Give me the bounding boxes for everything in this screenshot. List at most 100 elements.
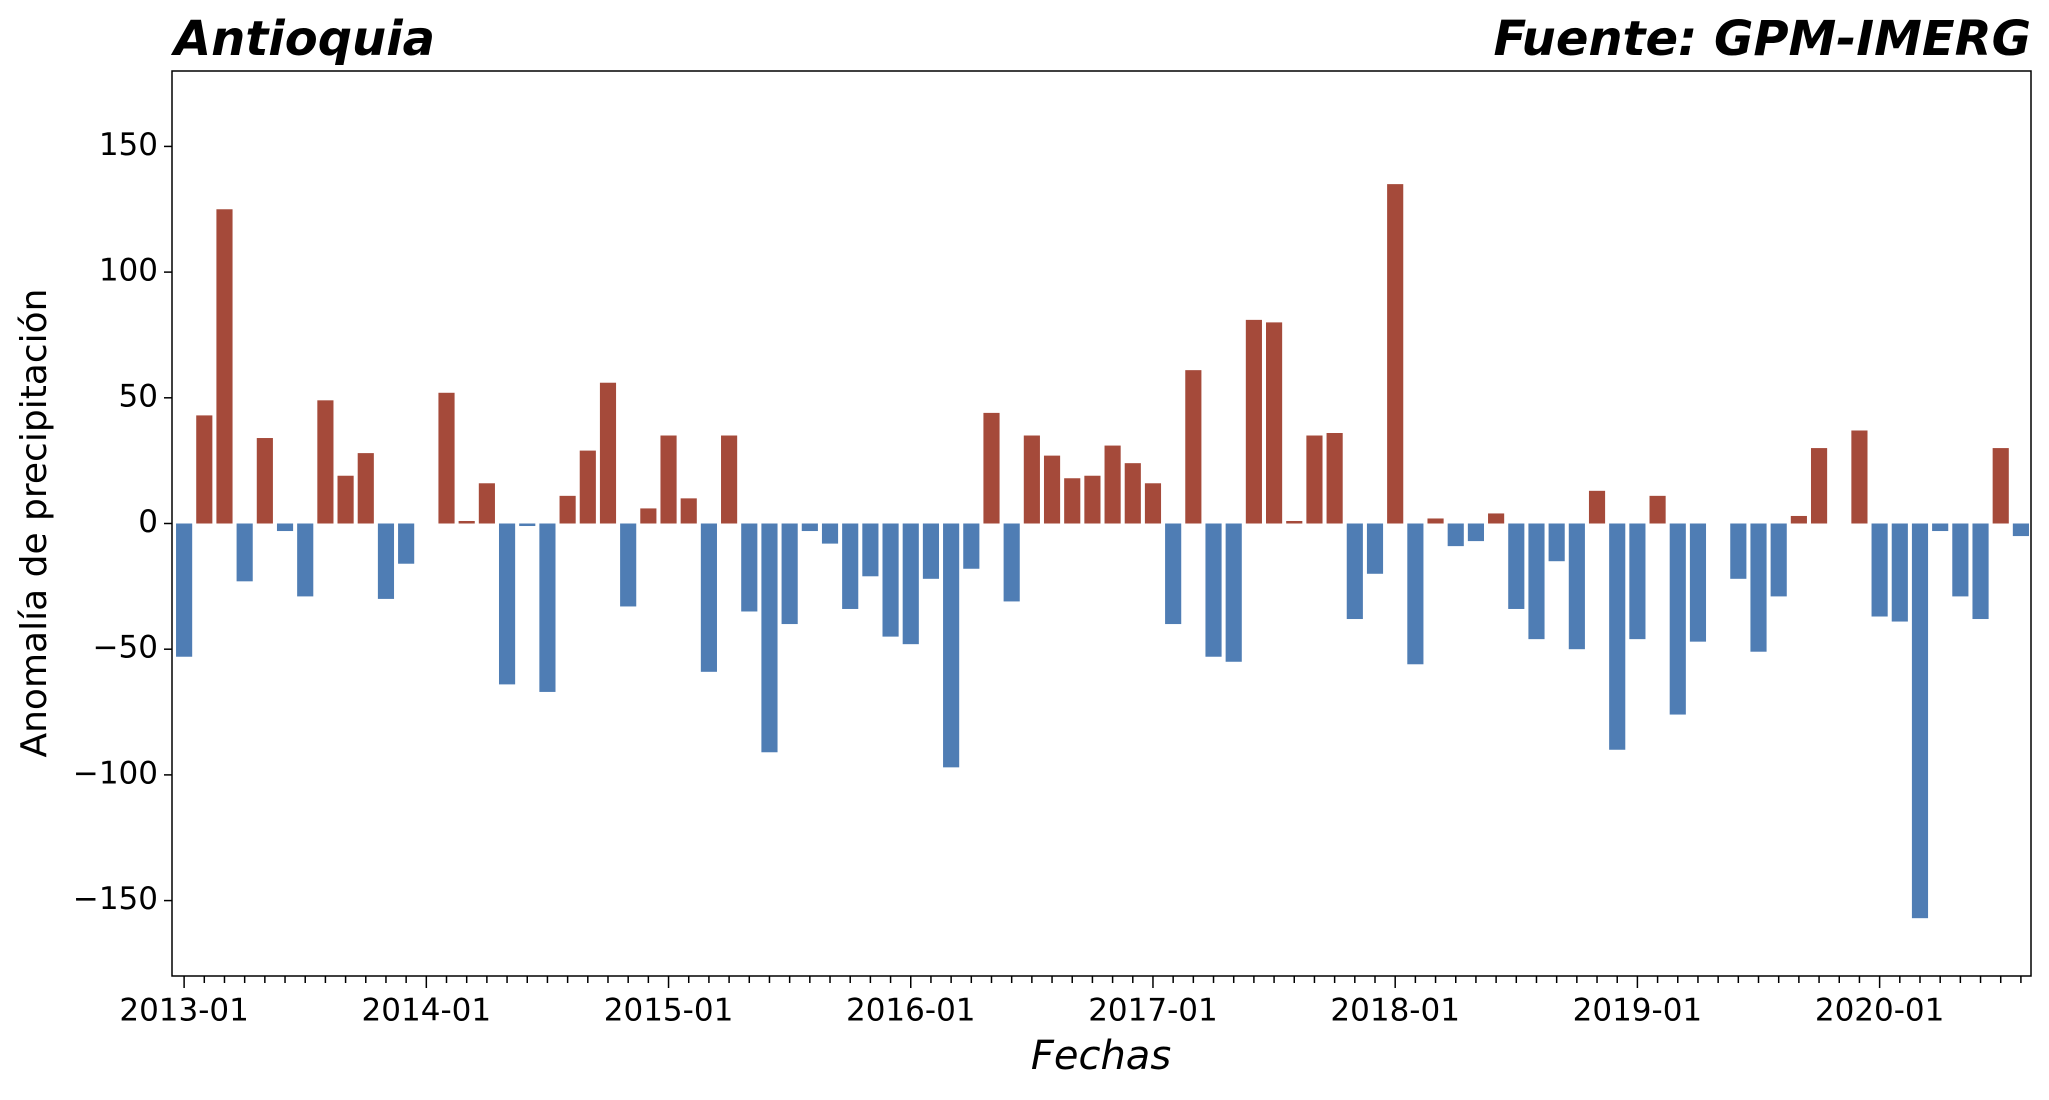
bar [1488,513,1505,524]
chart-title: Antioquia [170,11,435,67]
bar [539,523,556,692]
bar [1871,523,1888,617]
bar [1810,448,1828,524]
bar [680,498,697,524]
bar [438,392,455,524]
bar [1588,490,1606,524]
source-label: Fuente: GPM-IMERG [1493,11,2031,67]
bar [1730,523,1747,579]
bar [1447,523,1464,547]
bar [498,523,516,685]
bar [1245,319,1262,524]
x-tick-label: 2017-01 [1088,993,1218,1029]
bar [862,523,879,577]
bar [721,435,738,524]
bar [1064,478,1081,524]
bar [640,508,657,524]
bar [1568,523,1585,650]
bar [1225,523,1242,662]
bar [579,450,596,524]
bar [1467,523,1484,542]
bar [1144,483,1162,524]
plot-frame [171,70,2032,977]
y-tick-label: 0 [138,504,158,540]
x-tick-label: 2015-01 [604,993,734,1029]
bar [1366,523,1384,574]
bar [1387,184,1404,524]
bar [1790,515,1807,524]
bar [1851,430,1868,524]
bar [216,209,233,524]
bar [297,523,314,597]
bar [317,400,334,524]
bar [902,523,919,645]
bar [1629,523,1646,640]
bar [1427,518,1444,524]
bar [761,523,778,753]
y-tick-label: −150 [73,881,158,917]
bar [882,523,899,637]
bar [1952,523,1969,597]
bar [1609,523,1626,750]
bar [1528,523,1545,640]
bar [700,523,717,672]
bar [1185,370,1202,524]
bar [1891,523,1908,622]
bar [519,523,536,527]
bar [620,523,637,607]
bar [478,483,495,524]
bar [1043,455,1061,524]
y-tick-label: 100 [99,253,158,289]
bar [983,412,1000,524]
bar [559,495,576,524]
bar [2012,523,2029,537]
bar [660,435,677,524]
x-tick-label: 2014-01 [362,993,492,1029]
bar [236,523,253,582]
bar [1023,435,1040,524]
bar [256,438,273,524]
bar [1972,523,1989,620]
bar [1508,523,1525,609]
bar [377,523,395,599]
bar [357,453,374,524]
bar [1124,463,1141,524]
bar [1911,523,1929,919]
bar [1266,322,1283,524]
bar [1205,523,1222,657]
bar [196,415,213,524]
x-tick-label: 2019-01 [1573,993,1703,1029]
bar [801,523,818,532]
bar [1326,433,1343,524]
y-tick-label: 150 [99,127,158,163]
bar [1165,523,1182,625]
bar [1003,523,1020,602]
bar [337,475,354,524]
x-tick-label: 2016-01 [846,993,976,1029]
x-tick-label: 2020-01 [1815,993,1945,1029]
bar [458,520,475,524]
bar [1770,523,1787,597]
bar [821,523,839,544]
bar [781,523,798,625]
bar [398,523,415,564]
bar [1104,445,1121,524]
bar [1689,523,1707,642]
bar [842,523,859,609]
x-tick-label: 2018-01 [1330,993,1460,1029]
bar [599,382,617,524]
bar [176,523,193,657]
x-axis-label: Fechas [1031,1033,1171,1079]
bar [1932,523,1949,532]
bar [1750,523,1767,652]
x-tick-label: 2013-01 [119,993,249,1029]
bar [1286,520,1303,524]
bar [1346,523,1363,620]
bar [1084,475,1101,524]
y-tick-label: −100 [73,755,158,791]
bar [963,523,980,569]
bar [1407,523,1424,665]
bar [741,523,758,612]
bar [943,523,960,768]
